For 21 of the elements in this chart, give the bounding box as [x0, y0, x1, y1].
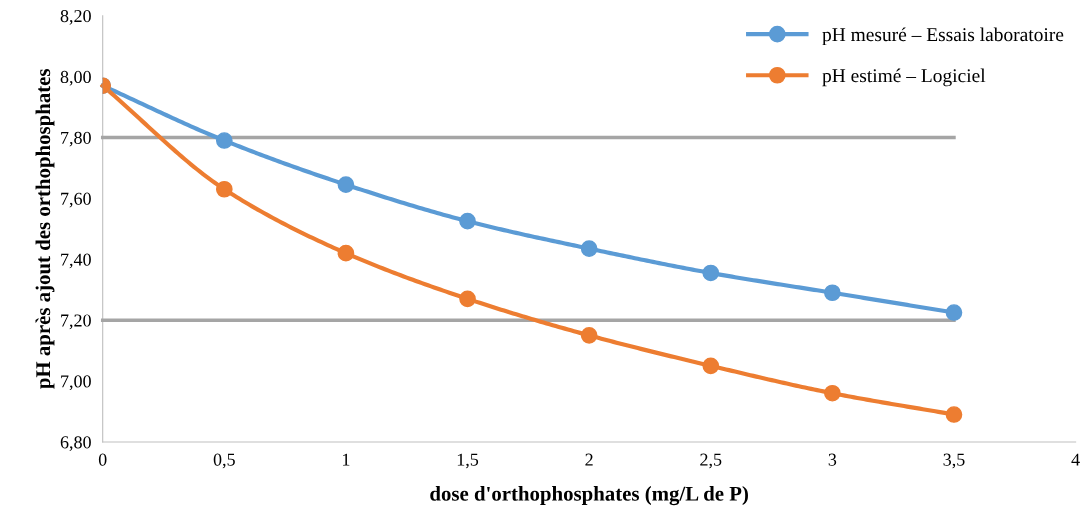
- x-tick-label: 1,5: [457, 453, 479, 469]
- y-tick-label: 6,80: [60, 436, 91, 451]
- y-axis-title: pH après ajout des orthophosphates: [35, 69, 55, 389]
- x-tick-label: 0,5: [213, 453, 235, 469]
- y-tick-label: 7,00: [61, 375, 91, 391]
- x-tick-label: 2: [585, 453, 593, 466]
- x-tick-label: 3,5: [943, 453, 965, 469]
- x-tick-label: 3: [828, 453, 837, 466]
- x-tick-label: 0: [98, 453, 107, 466]
- y-tick-label: 7,40: [61, 253, 91, 269]
- y-tick-label: 8,00: [60, 70, 91, 86]
- legend-label: pH mesuré – Essais laboratoire: [822, 27, 1064, 46]
- y-tick-label: 7,20: [61, 314, 91, 330]
- x-tick-label: 2,5: [700, 453, 722, 469]
- x-axis-title: dose d'orthophosphates (mg/L de P): [430, 486, 748, 506]
- y-tick-label: 8,20: [60, 9, 91, 25]
- legend-label: pH estimé – Logiciel: [822, 68, 986, 87]
- y-tick-label: 7,60: [61, 192, 91, 208]
- x-tick-label: 4: [1071, 453, 1080, 466]
- y-tick-label: 7,80: [61, 131, 91, 147]
- x-tick-label: 1: [342, 453, 350, 466]
